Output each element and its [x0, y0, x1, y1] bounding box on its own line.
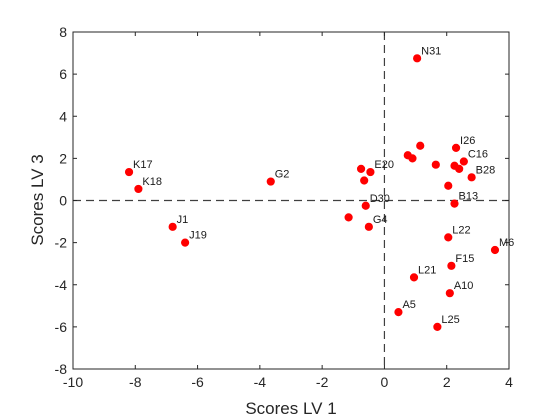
data-point [416, 141, 425, 150]
y-tick-label: 2 [59, 150, 67, 166]
point-label-k18: K18 [142, 176, 162, 188]
plot-frame [72, 31, 510, 370]
data-point-b13 [450, 199, 459, 208]
data-point-j19 [181, 238, 190, 247]
data-point-j1 [168, 222, 177, 231]
x-tick-label: -10 [63, 374, 83, 390]
y-axis-label: Scores LV 3 [28, 154, 47, 245]
data-point-b28 [467, 173, 476, 182]
point-label-b28: B28 [476, 164, 496, 176]
data-point-l21 [409, 273, 419, 282]
point-label-g4: G4 [373, 214, 388, 226]
point-label-j19: J19 [189, 230, 207, 242]
data-point-a5 [394, 308, 403, 317]
data-point-k17 [124, 167, 134, 177]
y-tick-label: -4 [55, 277, 68, 293]
data-point-m6 [490, 245, 500, 255]
x-tick-label: 0 [381, 374, 389, 390]
point-label-i26: I26 [460, 135, 475, 147]
point-label-l25: L25 [441, 314, 459, 326]
x-tick-label: 2 [443, 374, 451, 390]
x-tick-label: 4 [505, 374, 513, 390]
reference-lines [73, 32, 509, 369]
point-label-a10: A10 [454, 280, 474, 292]
data-point-g2 [266, 177, 275, 186]
point-label-n31: N31 [421, 45, 441, 57]
y-tick-label: 8 [59, 24, 67, 40]
point-label-b13: B13 [459, 191, 479, 203]
point-label-c16: C16 [468, 149, 488, 161]
x-tick-label: -2 [316, 374, 329, 390]
point-label-m6: M6 [499, 237, 514, 249]
data-point-c16 [459, 157, 468, 166]
x-tick-label: -8 [129, 374, 142, 390]
data-point [360, 176, 369, 185]
point-label-f15: F15 [455, 253, 474, 265]
y-tick-label: 6 [59, 66, 67, 82]
data-points [124, 54, 500, 331]
data-point [431, 160, 440, 169]
y-tick-label: 0 [59, 193, 67, 209]
point-label-k17: K17 [133, 159, 153, 171]
data-point-k18 [134, 184, 143, 194]
data-point-i26 [451, 143, 461, 152]
point-label-l21: L21 [418, 264, 436, 276]
data-point-n31 [413, 54, 422, 63]
data-point-g4 [364, 222, 373, 231]
data-point [408, 154, 417, 163]
data-point-d30 [361, 201, 370, 210]
data-point-a10 [445, 289, 454, 298]
point-label-l22: L22 [452, 224, 470, 236]
data-point [344, 213, 353, 222]
data-point-l25 [433, 322, 442, 331]
x-axis-label: Scores LV 1 [245, 399, 336, 418]
point-label-a5: A5 [402, 299, 415, 311]
point-label-e20: E20 [374, 159, 394, 171]
data-point-e20 [366, 167, 375, 177]
data-point-l22 [444, 233, 453, 242]
point-label-g2: G2 [275, 169, 290, 181]
y-tick-label: -2 [55, 235, 68, 251]
x-tick-label: -4 [254, 374, 267, 390]
y-tick-label: -6 [55, 319, 68, 335]
x-tick-label: -6 [191, 374, 204, 390]
data-point [444, 181, 453, 190]
y-tick-label: -8 [55, 361, 68, 377]
data-point-f15 [447, 261, 456, 270]
data-point [455, 164, 464, 174]
y-tick-label: 4 [59, 108, 67, 124]
data-point [356, 164, 366, 174]
point-label-j1: J1 [177, 214, 189, 226]
point-label-d30: D30 [370, 193, 390, 205]
